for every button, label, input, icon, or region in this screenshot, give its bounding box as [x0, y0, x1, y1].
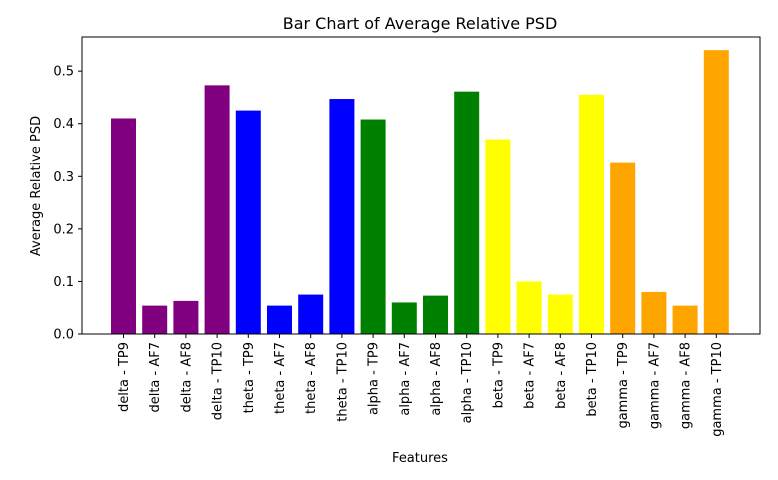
- x-tick-label: beta - TP9: [491, 342, 506, 408]
- y-axis: 0.0 0.1 0.2 0.3 0.4 0.5: [53, 65, 82, 343]
- bar-gamma-af8: [672, 305, 698, 334]
- bar-alpha-af7: [391, 302, 417, 334]
- x-tick-label: delta - TP9: [117, 342, 132, 412]
- x-axis: delta - TP9 delta - AF7 delta - AF8 delta -…: [117, 334, 725, 437]
- y-tick-label: 0.2: [53, 222, 74, 237]
- bar-alpha-tp10: [454, 91, 480, 334]
- y-axis-label: Average Relative PSD: [29, 116, 44, 256]
- x-tick-label: theta - TP10: [335, 342, 350, 422]
- chart-title: Bar Chart of Average Relative PSD: [283, 14, 558, 33]
- x-tick-label: alpha - TP10: [460, 342, 475, 423]
- bar-delta-tp10: [204, 85, 230, 334]
- x-tick-label: alpha - TP9: [367, 342, 382, 415]
- bar-theta-af7: [267, 305, 292, 334]
- y-tick-label: 0.0: [53, 328, 74, 343]
- x-tick-label: delta - TP10: [211, 342, 226, 420]
- bar-delta-af7: [142, 305, 168, 334]
- bar-alpha-tp9: [360, 119, 386, 334]
- x-tick-label: alpha - AF8: [429, 342, 444, 416]
- x-tick-label: delta - AF8: [179, 342, 194, 413]
- y-tick-label: 0.3: [53, 170, 74, 185]
- bar-theta-tp10: [329, 99, 355, 334]
- bar-beta-tp10: [579, 94, 604, 334]
- x-tick-label: beta - AF7: [523, 342, 538, 409]
- x-tick-label: alpha - AF7: [398, 342, 413, 416]
- x-tick-label: gamma - AF7: [647, 342, 662, 429]
- bar-beta-af8: [547, 294, 573, 334]
- bar-beta-tp9: [485, 139, 511, 334]
- bar-theta-tp9: [235, 110, 261, 334]
- x-tick-label: gamma - TP10: [710, 342, 725, 437]
- x-axis-label: Features: [392, 451, 448, 466]
- x-tick-label: beta - AF8: [554, 342, 569, 409]
- axes-frame: [81, 36, 761, 335]
- x-tick-label: beta - TP10: [585, 342, 600, 417]
- bar-alpha-af8: [423, 295, 448, 334]
- bar-delta-af8: [173, 300, 199, 334]
- y-tick-label: 0.1: [53, 275, 74, 290]
- bar-theta-af8: [298, 294, 324, 334]
- y-tick-label: 0.4: [53, 117, 74, 132]
- bar-beta-af7: [516, 281, 542, 334]
- x-tick-label: gamma - TP9: [616, 342, 631, 429]
- bar-gamma-af7: [641, 291, 667, 334]
- x-tick-label: theta - AF7: [273, 342, 288, 414]
- x-tick-label: theta - TP9: [242, 342, 257, 413]
- x-tick-label: gamma - AF8: [679, 342, 694, 429]
- plot-area: [111, 50, 729, 334]
- bar-gamma-tp10: [703, 50, 729, 334]
- x-tick-label: delta - AF7: [148, 342, 163, 413]
- x-tick-label: theta - AF8: [304, 342, 319, 414]
- bar-gamma-tp9: [610, 162, 636, 334]
- bar-delta-tp9: [111, 118, 136, 334]
- y-tick-label: 0.5: [53, 65, 74, 80]
